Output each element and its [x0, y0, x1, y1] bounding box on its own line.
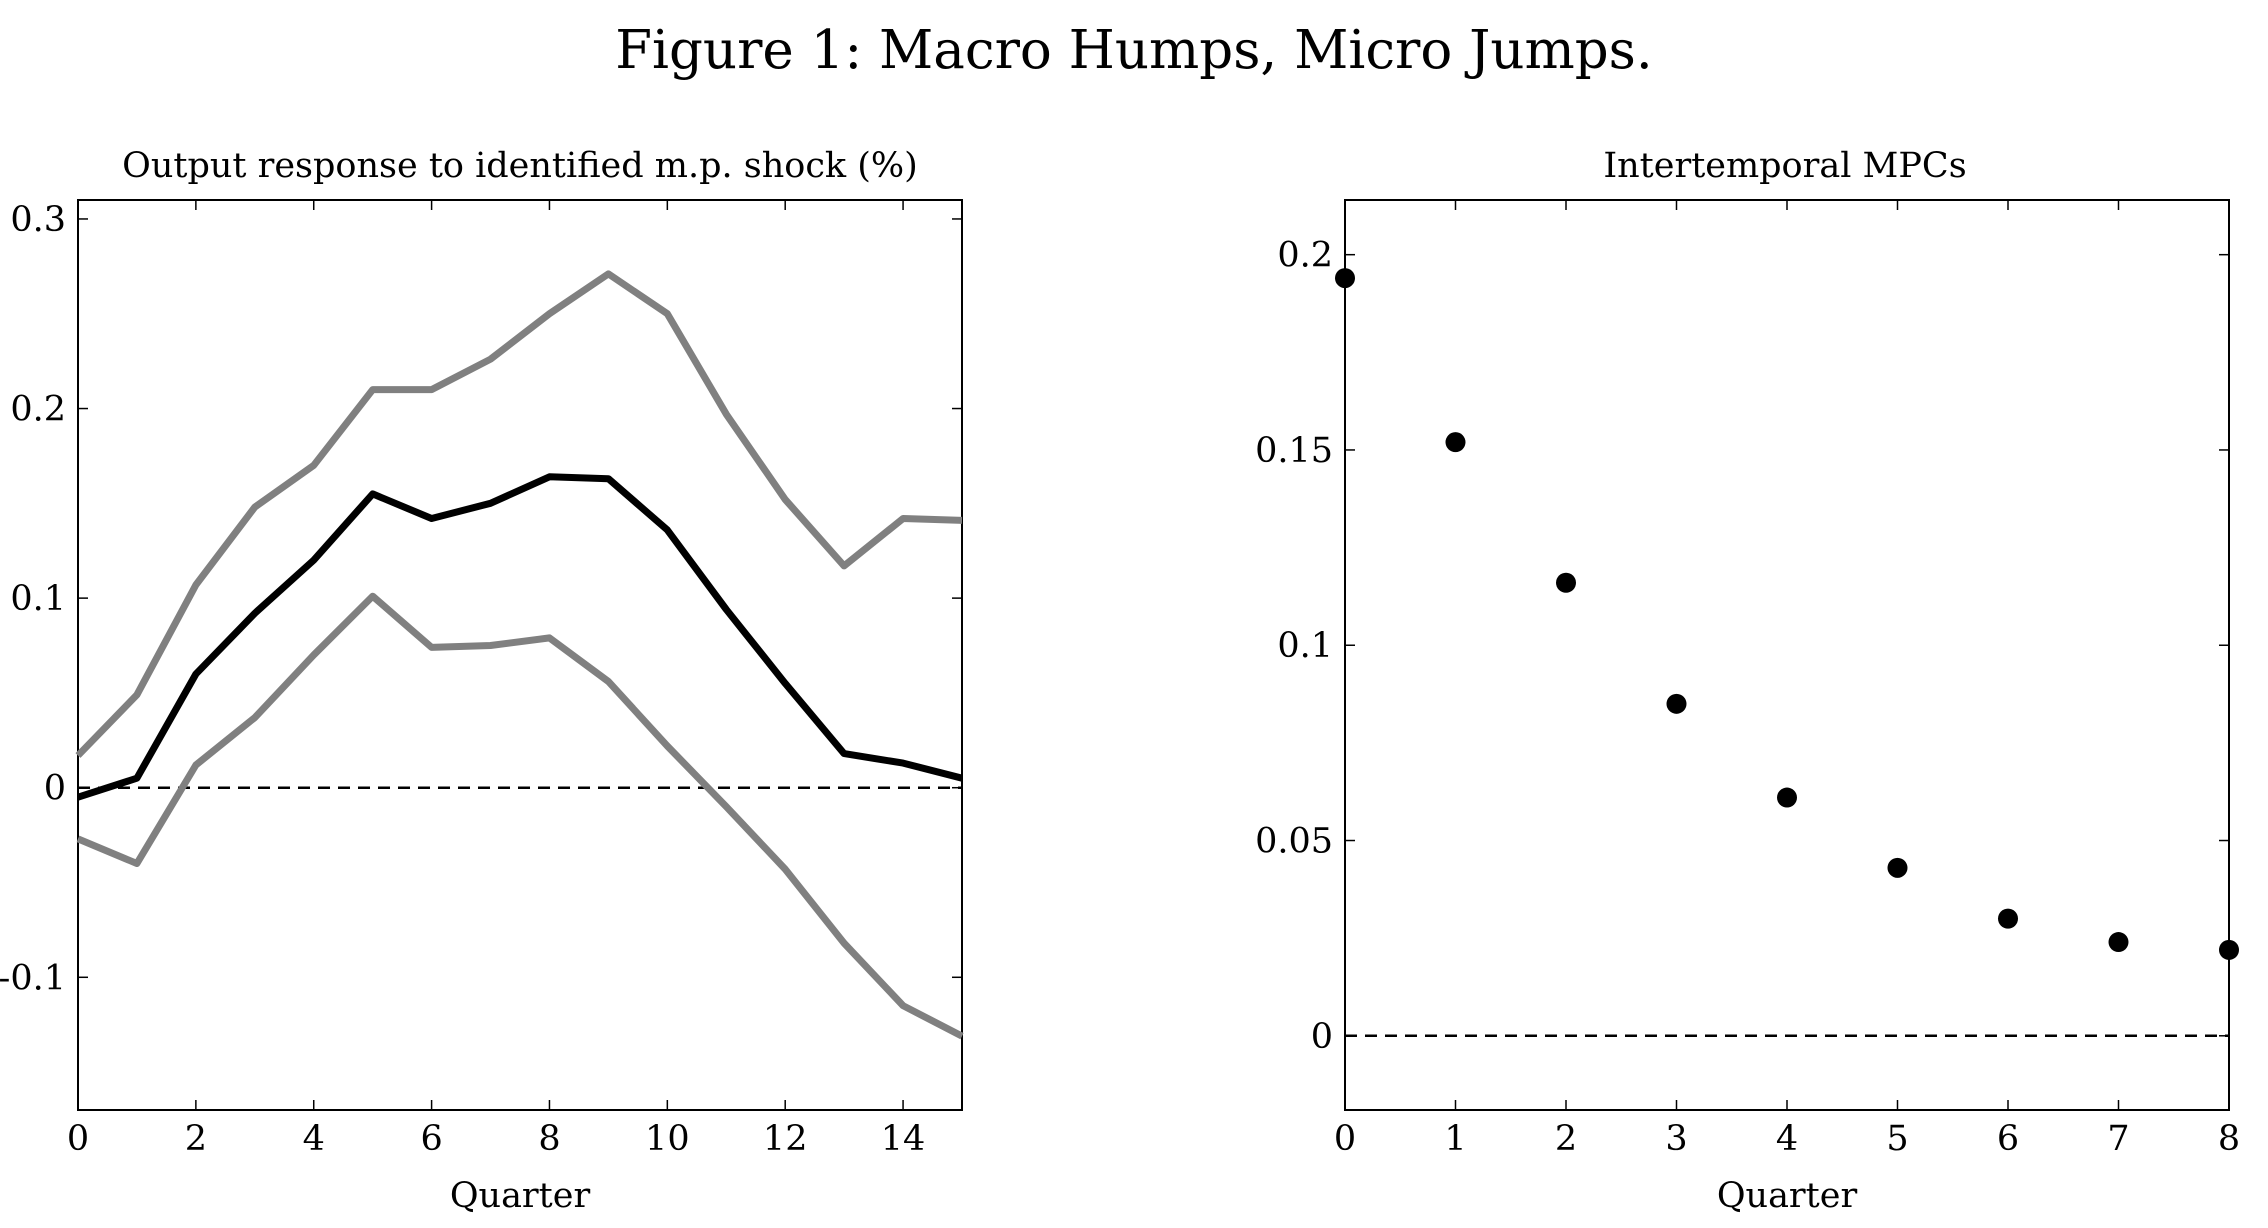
plot-frame [77, 199, 963, 1111]
x-tick-label: 3 [1665, 1119, 1687, 1159]
y-tick-label: 0.2 [1277, 236, 1333, 276]
figure-title: Figure 1: Macro Humps, Micro Jumps. [615, 20, 1653, 81]
mpc-point [1887, 857, 1908, 878]
mpc-point [1445, 432, 1466, 453]
y-tick-label: -0.1 [0, 958, 66, 998]
x-tick-label: 0 [67, 1119, 89, 1159]
panel-title: Output response to identified m.p. shock… [122, 146, 918, 186]
mpc-point [1556, 572, 1576, 593]
x-tick-label: 8 [2218, 1119, 2240, 1159]
output-response-marks: 0 2 4 6 8 10 12 14 -0.1 0 0.1 0.2 0.3 [0, 200, 964, 1159]
x-axis-label: Quarter [1717, 1176, 1858, 1216]
mpc-point [1998, 908, 2018, 929]
y-tick-label: 0.2 [10, 390, 66, 430]
x-tick-label: 10 [645, 1119, 690, 1159]
y-tick-label: 0.3 [10, 200, 66, 240]
x-tick-label: 5 [1886, 1119, 1908, 1159]
point-estimate-line [76, 473, 963, 801]
x-tick-label: 7 [2107, 1119, 2129, 1159]
mpc-point [2219, 939, 2239, 960]
x-tick-label: 1 [1444, 1119, 1466, 1159]
y-tick-label: 0 [44, 769, 66, 809]
y-tick-label: 0 [1311, 1017, 1333, 1057]
x-tick-label: 4 [303, 1119, 325, 1159]
upper-band-line [75, 270, 963, 758]
lower-band-line [76, 592, 964, 1040]
mpc-point [1335, 268, 1355, 289]
mpc-point [2108, 932, 2129, 953]
y-tick-label: 0.1 [1277, 626, 1333, 666]
x-tick-label: 6 [1997, 1119, 2019, 1159]
panel-title: Intertemporal MPCs [1603, 146, 1966, 186]
y-tick-label: 0.05 [1255, 822, 1333, 862]
x-tick-label: 14 [881, 1119, 926, 1159]
mpc-panel: Intertemporal MPCs Quarter 0 1 2 3 4 5 6 7 8 0 0.0… [1255, 146, 2240, 1216]
mpc-point [1777, 787, 1797, 808]
mpc-point [1666, 693, 1687, 714]
output-response-panel: Output response to identified m.p. shock… [0, 146, 964, 1216]
y-tick-label: 0.1 [10, 579, 66, 619]
plot-frame [1344, 199, 2230, 1111]
x-tick-label: 2 [185, 1119, 207, 1159]
x-tick-label: 8 [538, 1119, 560, 1159]
mpc-marks: 0 1 2 3 4 5 6 7 8 0 0.05 0.1 0.15 0.2 [1255, 200, 2240, 1159]
x-tick-label: 2 [1555, 1119, 1577, 1159]
x-tick-label: 6 [420, 1119, 442, 1159]
x-axis-label: Quarter [450, 1176, 591, 1216]
x-tick-label: 0 [1334, 1119, 1356, 1159]
y-tick-label: 0.15 [1255, 431, 1333, 471]
x-tick-label: 4 [1776, 1119, 1798, 1159]
x-tick-label: 12 [763, 1119, 808, 1159]
